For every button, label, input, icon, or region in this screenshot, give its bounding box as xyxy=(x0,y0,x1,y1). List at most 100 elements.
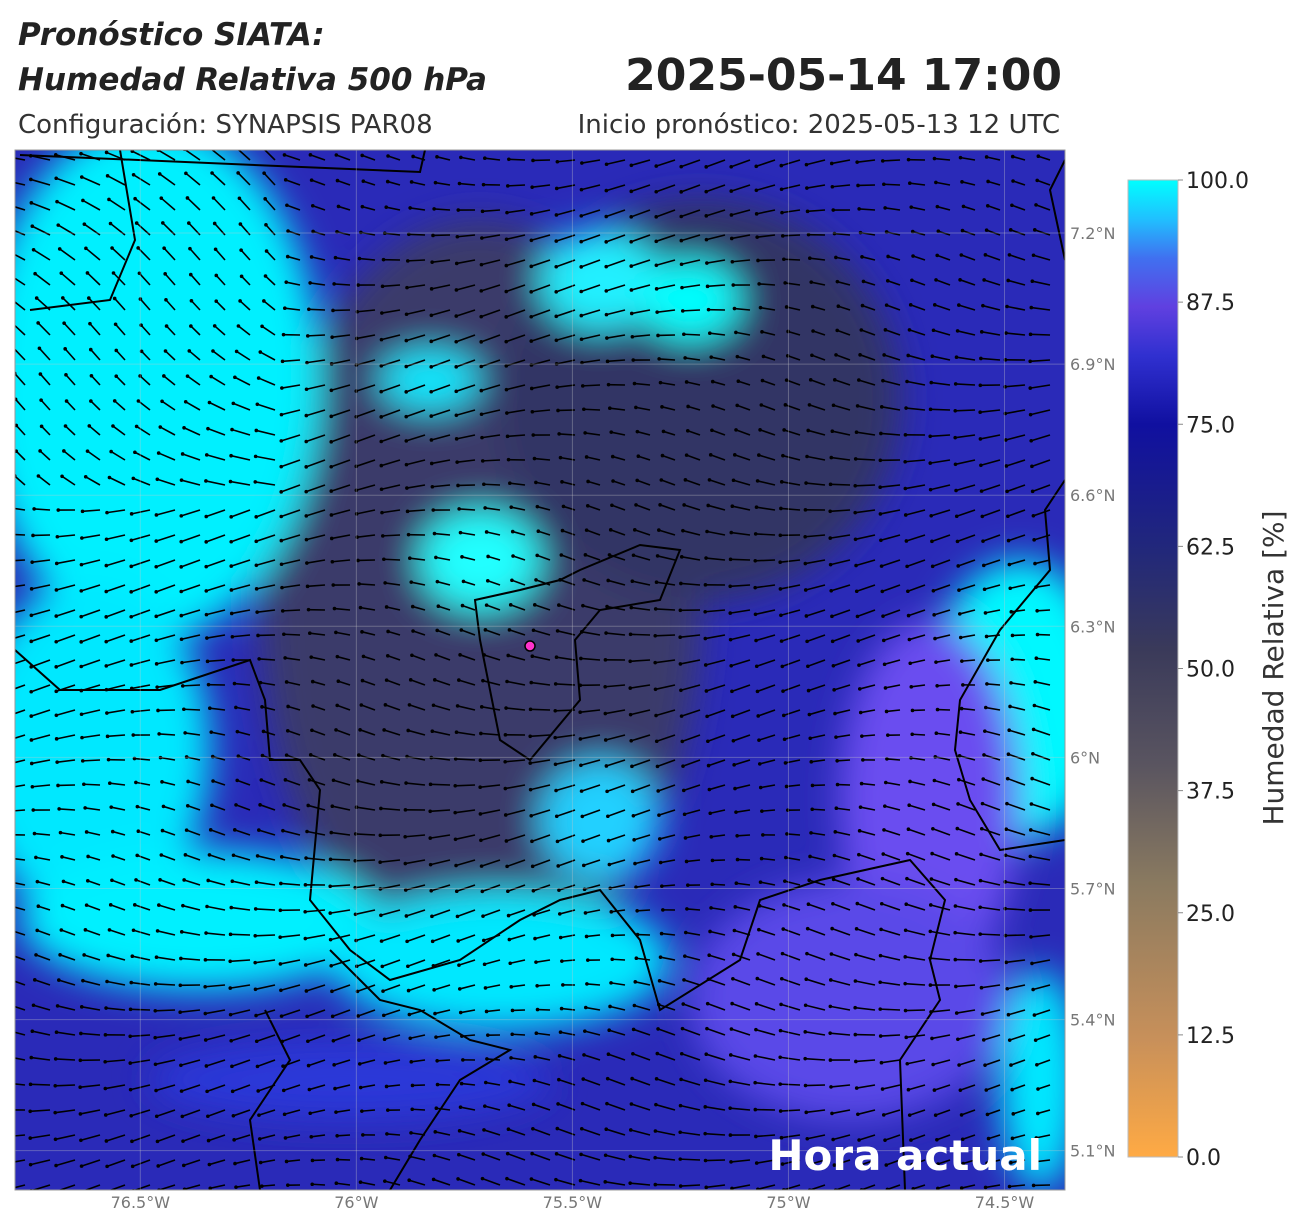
wind-arrow xyxy=(831,953,851,961)
wind-arrow-head xyxy=(38,372,43,376)
wind-arrow xyxy=(555,683,576,686)
wind-arrow-head xyxy=(854,1059,858,1064)
wind-arrow xyxy=(857,1109,876,1116)
wind-arrow-head xyxy=(809,760,814,764)
wind-arrow-head xyxy=(54,614,59,618)
wind-arrow-head xyxy=(884,303,889,307)
wind-arrow-head xyxy=(505,184,510,188)
wind-arrow xyxy=(657,1028,676,1036)
wind-arrow xyxy=(406,459,426,466)
wind-arrow xyxy=(959,609,976,615)
wind-arrow xyxy=(532,1128,551,1136)
wind-arrow xyxy=(55,1109,76,1114)
wind-arrow-head xyxy=(263,197,267,201)
wind-arrow-head xyxy=(809,280,814,284)
wind-arrow-head xyxy=(111,271,116,275)
wind-arrow-head xyxy=(385,1132,389,1136)
wind-arrow-head xyxy=(735,834,739,838)
wind-arrow-head xyxy=(233,1161,237,1166)
wind-arrow-head xyxy=(304,413,309,418)
wind-arrow-head xyxy=(1035,1062,1039,1067)
wind-arrow xyxy=(809,1184,826,1190)
wind-arrow xyxy=(234,829,251,836)
wind-arrow-head xyxy=(454,314,459,318)
wind-arrow xyxy=(806,978,826,986)
wind-arrow xyxy=(658,1003,676,1011)
wind-arrow-head xyxy=(457,963,461,967)
wind-arrow-head xyxy=(909,756,913,760)
wind-arrow xyxy=(80,1032,101,1036)
wind-arrow-head xyxy=(484,603,489,607)
wind-arrow xyxy=(1012,1134,1026,1140)
wind-arrow-head xyxy=(554,362,559,366)
wind-arrow xyxy=(81,1006,101,1011)
wind-arrow-head xyxy=(187,221,191,225)
wind-arrow-head xyxy=(704,237,709,242)
wind-arrow-head xyxy=(257,1113,261,1117)
wind-arrow-head xyxy=(509,1056,513,1060)
wind-arrow xyxy=(710,907,726,911)
wind-arrow-head xyxy=(805,951,809,956)
wind-arrow-head xyxy=(330,559,335,564)
wind-arrow-head xyxy=(978,932,983,936)
wind-arrow xyxy=(331,509,351,516)
wind-arrow-head xyxy=(404,414,409,419)
wind-arrow-head xyxy=(529,363,534,367)
wind-arrow xyxy=(733,759,751,766)
wind-arrow-head xyxy=(806,232,811,237)
wind-arrow xyxy=(958,1059,976,1066)
wind-arrow xyxy=(336,704,351,711)
wind-arrow-head xyxy=(137,271,142,276)
wind-arrow xyxy=(487,555,501,561)
wind-arrow xyxy=(506,359,526,367)
wind-arrow-head xyxy=(655,764,660,769)
wind-arrow xyxy=(735,809,751,813)
wind-arrow xyxy=(405,384,426,393)
wind-arrow xyxy=(190,325,201,336)
wind-arrow-head xyxy=(455,460,459,464)
wind-arrow-head xyxy=(53,1110,58,1115)
wind-arrow xyxy=(1012,155,1026,161)
wind-arrow-head xyxy=(982,278,986,282)
wind-arrow-head xyxy=(504,315,509,319)
wind-arrow xyxy=(287,255,301,261)
wind-arrow xyxy=(206,454,226,461)
wind-arrow-head xyxy=(504,839,509,843)
wind-arrow-head xyxy=(329,489,334,493)
wind-arrow xyxy=(831,159,851,165)
wind-arrow xyxy=(311,656,326,661)
wind-arrow-head xyxy=(830,429,835,433)
wind-arrow-head xyxy=(903,513,908,517)
wind-arrow-head xyxy=(734,881,739,886)
wind-arrow xyxy=(1035,204,1051,211)
wind-arrow xyxy=(512,1033,526,1036)
wind-arrow-head xyxy=(56,508,61,512)
wind-arrow xyxy=(363,655,376,661)
wind-arrow xyxy=(606,759,626,767)
wind-arrow-head xyxy=(954,1011,959,1015)
wind-arrow-head xyxy=(784,378,789,382)
wind-arrow-head xyxy=(657,813,661,817)
wind-arrow-head xyxy=(155,685,159,689)
wind-arrow-head xyxy=(181,903,185,908)
wind-arrow xyxy=(830,1032,851,1036)
wind-arrow xyxy=(785,856,801,861)
wind-arrow xyxy=(338,205,351,211)
wind-arrow xyxy=(1033,254,1051,261)
wind-arrow xyxy=(1009,1034,1026,1041)
wind-arrow-head xyxy=(611,479,615,483)
wind-arrow xyxy=(735,331,751,336)
wind-arrow xyxy=(311,179,326,186)
wind-arrow xyxy=(908,1084,926,1091)
wind-arrow xyxy=(755,609,776,616)
wind-arrow-head xyxy=(179,589,184,594)
wind-arrow xyxy=(605,709,626,715)
wind-arrow-head xyxy=(958,278,962,282)
wind-arrow xyxy=(238,755,251,761)
wind-arrow-head xyxy=(582,407,586,412)
wind-arrow xyxy=(310,1109,326,1115)
wind-arrow-head xyxy=(757,762,762,766)
wind-arrow xyxy=(683,333,701,336)
wind-arrow-head xyxy=(935,684,939,688)
wind-arrow xyxy=(361,704,376,711)
